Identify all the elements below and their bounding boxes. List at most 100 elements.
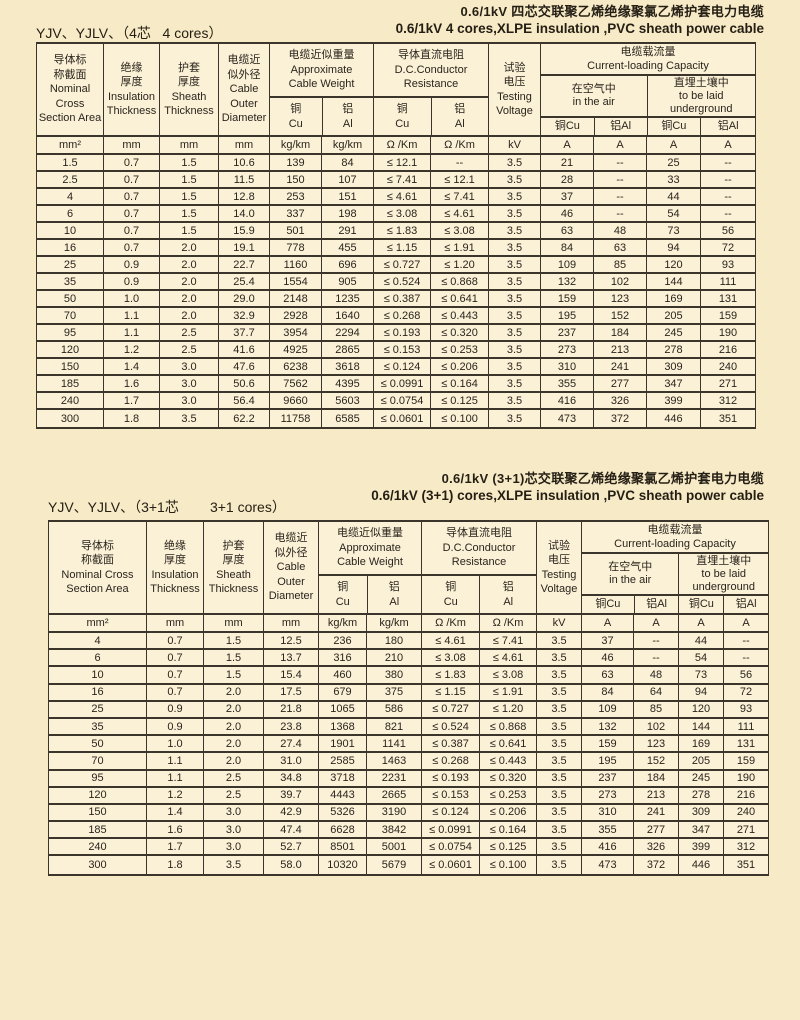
unit-cell: mm: [146, 615, 203, 631]
table-cell: 190: [723, 770, 768, 786]
table-cell: ≤ 0.641: [430, 291, 488, 306]
table-cell: 300: [88, 859, 107, 872]
table2-units-row: mm² mm mm mm kg/km kg/km Ω /Km Ω /Km kV A A A A: [49, 615, 768, 633]
table-cell: 273: [581, 787, 633, 803]
table-cell: 21.8: [263, 701, 318, 717]
cable-table-3plus1core: 导体标 称截面 Nominal Cross Section Area 绝缘 厚度…: [48, 520, 769, 876]
header-air-cu: 铜Cu: [554, 120, 580, 133]
table-cell: 37.7: [218, 325, 269, 340]
unit-cell: Ω /Km: [430, 137, 488, 153]
table-cell: 2665: [366, 787, 421, 803]
table-cell: 271: [723, 822, 768, 838]
table-cell: 355: [540, 376, 593, 391]
table-cell: 1.8: [103, 410, 159, 427]
table-cell: ≤ 0.320: [430, 325, 488, 340]
table1-title-en: 0.6/1kV 4 cores,XLPE insulation ,PVC she…: [395, 21, 764, 36]
table-cell: 501: [269, 223, 321, 238]
table-cell: 245: [678, 770, 723, 786]
table-cell: 3.5: [536, 856, 581, 874]
table-cell: 399: [646, 393, 700, 408]
table-cell: 19.1: [218, 240, 269, 255]
table-cell: 131: [723, 736, 768, 752]
table-cell: 0.7: [103, 223, 159, 238]
table-cell: 4: [94, 634, 101, 647]
table-cell: 2.5: [62, 173, 78, 186]
table-cell: 159: [581, 736, 633, 752]
table-cell: ≤ 7.41: [373, 172, 430, 187]
table-cell: 375: [366, 684, 421, 700]
table-cell: 2.0: [203, 684, 263, 700]
table-row: 25 0.9 2.0 22.7 1160 696 ≤ 0.727 ≤ 1.20 3.5 109 85…: [37, 257, 755, 274]
table-cell: 3.5: [536, 770, 581, 786]
table-row: 25 0.9 2.0 21.8 1065 586 ≤ 0.727 ≤ 1.20 3.5 109 85…: [49, 701, 768, 719]
table-cell: 3.5: [488, 325, 540, 340]
table-cell: 5603: [321, 393, 373, 408]
table-cell: ≤ 1.83: [373, 223, 430, 238]
table-cell: 291: [321, 223, 373, 238]
table-cell: 120: [678, 701, 723, 717]
table-cell: 326: [593, 393, 646, 408]
table-cell: ≤ 0.443: [479, 753, 536, 769]
table-cell: ≤ 0.100: [479, 856, 536, 874]
table-row: 50 1.0 2.0 29.0 2148 1235 ≤ 0.387 ≤ 0.641 3.5 159…: [37, 291, 755, 308]
table-cell: ≤ 0.387: [421, 736, 479, 752]
table-cell: 5001: [366, 839, 421, 855]
table-cell: ≤ 1.83: [421, 667, 479, 683]
table-cell: 50: [91, 737, 104, 750]
table-cell: 52.7: [263, 839, 318, 855]
table-cell: 16: [91, 686, 104, 699]
table-row: 150 1.4 3.0 42.9 5326 3190 ≤ 0.124 ≤ 0.206 3.5 31…: [49, 804, 768, 823]
table-cell: 1.7: [103, 393, 159, 408]
table-cell: 10320: [318, 856, 366, 874]
table-row: 70 1.1 2.0 32.9 2928 1640 ≤ 0.268 ≤ 0.443 3.5 195…: [37, 308, 755, 325]
table-cell: 41.6: [218, 342, 269, 357]
table-cell: 316: [318, 650, 366, 666]
table-cell: ≤ 0.164: [430, 376, 488, 391]
table-cell: ≤ 0.100: [430, 410, 488, 427]
unit-cell: A: [593, 137, 646, 153]
table-cell: 169: [678, 736, 723, 752]
table-cell: 0.7: [146, 633, 203, 649]
table-cell: 3.5: [488, 155, 540, 170]
table-cell: 152: [593, 308, 646, 323]
table-cell: 144: [678, 718, 723, 735]
table-cell: 12.8: [218, 189, 269, 204]
table-cell: 1.1: [103, 308, 159, 323]
header-sheath-thickness: 护套 厚度 Sheath Thickness: [203, 522, 263, 613]
table-cell: --: [633, 650, 678, 666]
table-cell: 25: [91, 703, 104, 716]
table-cell: 3.5: [536, 650, 581, 666]
table1-titles: 0.6/1kV 四芯交联聚乙烯绝缘聚氯乙烯护套电力电缆 0.6/1kV 4 co…: [396, 3, 764, 37]
table-cell: 3.5: [488, 393, 540, 408]
table-cell: 1.5: [159, 223, 218, 238]
table-cell: 3.5: [536, 736, 581, 752]
table-cell: 1.5: [62, 156, 78, 169]
table-cell: 109: [581, 701, 633, 717]
table-cell: 1.5: [203, 633, 263, 649]
table-cell: ≤ 1.15: [373, 240, 430, 255]
table-cell: 0.7: [103, 172, 159, 187]
table-cell: 241: [593, 359, 646, 374]
header-air-al: 铝Al: [633, 596, 679, 613]
header-air-cu: 铜Cu: [595, 598, 621, 611]
header-underground: 直埋土壤中 to be laid underground: [646, 76, 756, 116]
table-cell: ≤ 0.125: [479, 839, 536, 855]
table-cell: 355: [581, 822, 633, 838]
table-cell: ≤ 4.61: [479, 650, 536, 666]
table-row: 120 1.2 2.5 39.7 4443 2665 ≤ 0.153 ≤ 0.253 3.5 27…: [49, 787, 768, 805]
table-cell: 300: [60, 412, 80, 425]
table-cell: 1160: [269, 257, 321, 272]
table-cell: 3618: [321, 359, 373, 374]
table-cell: ≤ 0.443: [430, 308, 488, 323]
unit-cell: kg/km: [321, 137, 373, 153]
table-cell: ≤ 0.253: [479, 787, 536, 803]
table-cell: ≤ 4.61: [430, 206, 488, 221]
table-cell: ≤ 0.268: [373, 308, 430, 323]
table-cell: 95: [63, 326, 77, 339]
table-cell: 169: [646, 291, 700, 306]
unit-cell: mm: [203, 615, 263, 631]
table-cell: 139: [269, 155, 321, 170]
table-row: 16 0.7 2.0 17.5 679 375 ≤ 1.15 ≤ 1.91 3.5 84 64 94 7…: [49, 684, 768, 702]
header-weight-title: 电缆近似重量 Approximate Cable Weight: [319, 522, 421, 576]
table-cell: 46: [540, 206, 593, 221]
